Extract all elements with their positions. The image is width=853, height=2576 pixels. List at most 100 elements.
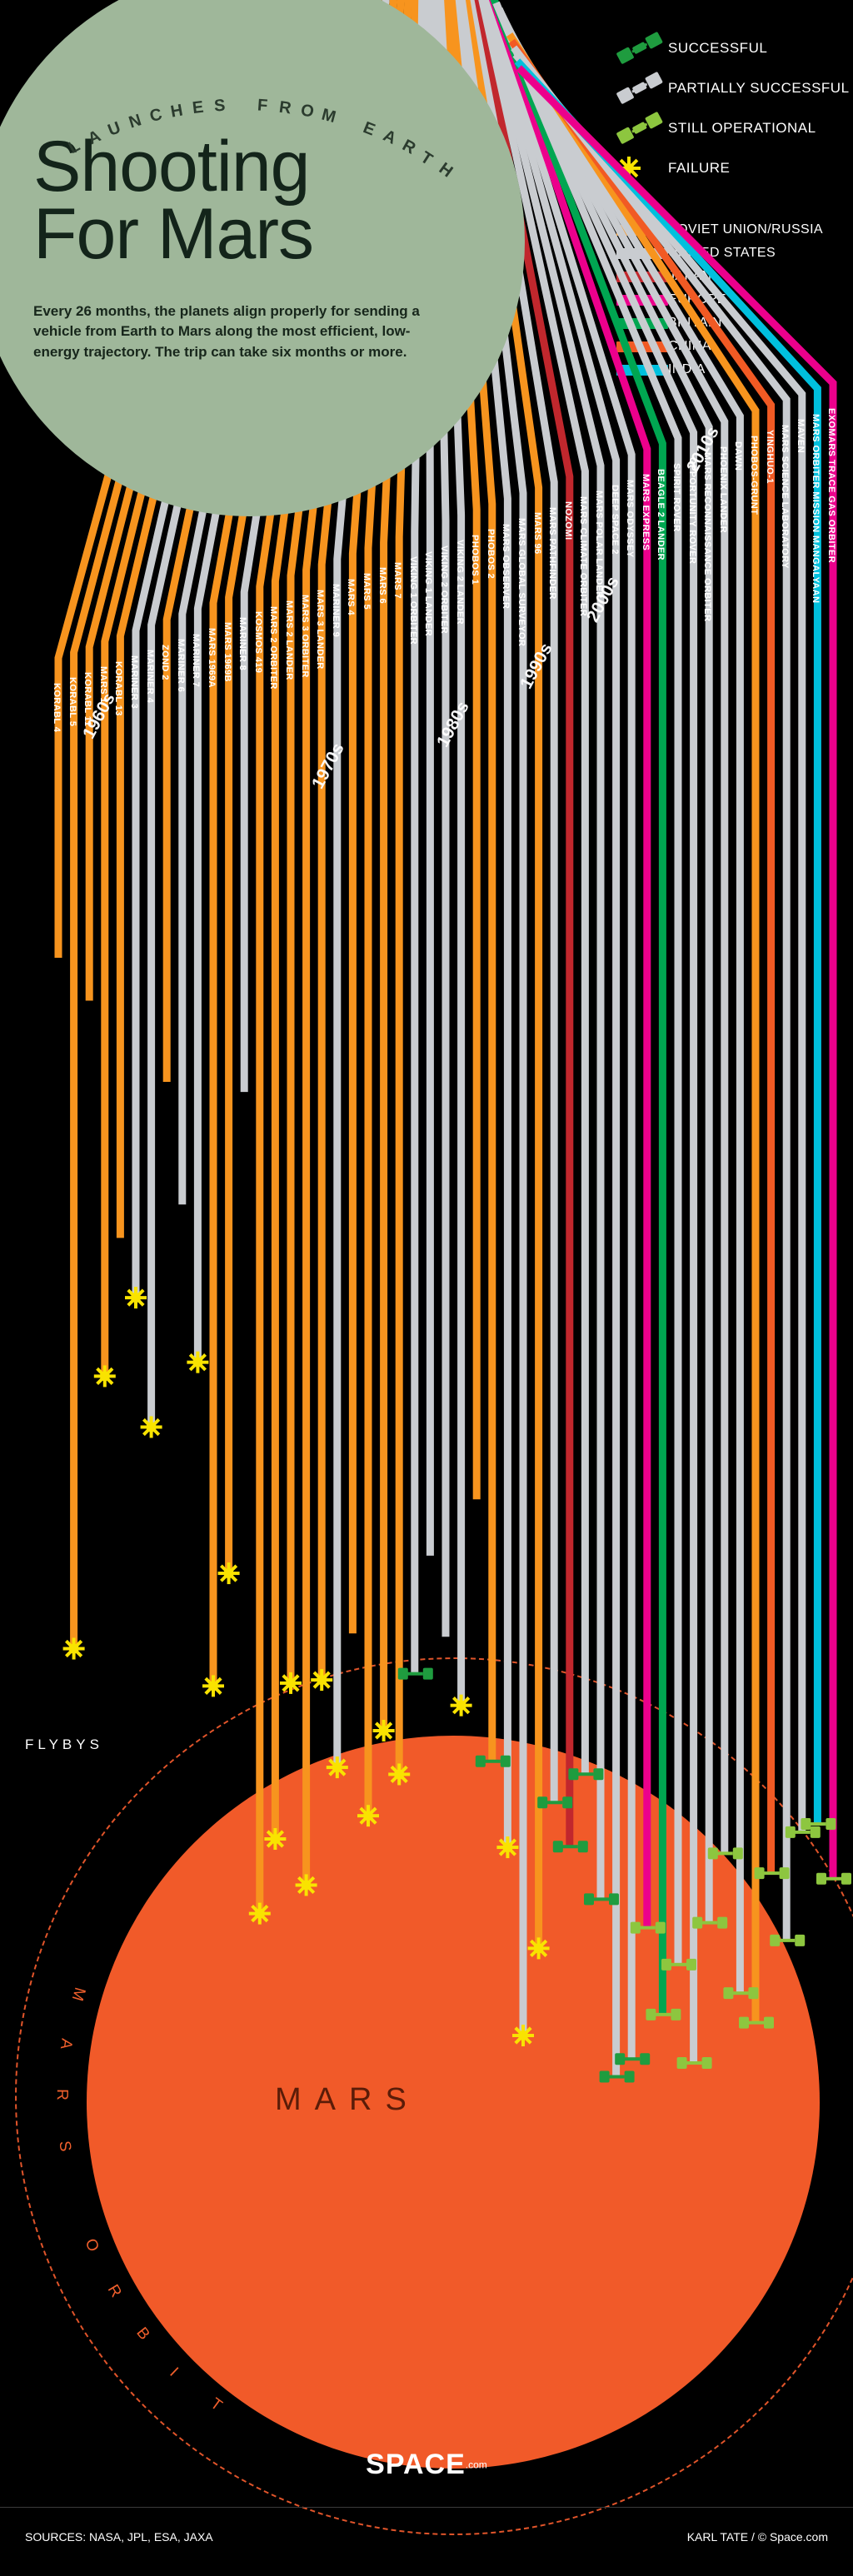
starburst-icon (140, 1416, 162, 1438)
mission-label: OPPORTUNITY ROVER (686, 457, 697, 565)
mission-label: MARINER 6 (175, 639, 186, 693)
mars-planet (87, 1736, 820, 2469)
mission-label: MARS RECONNAISSANCE ORBITER (702, 451, 713, 622)
satellite-icon (754, 1867, 790, 1880)
satellite-icon (475, 1755, 511, 1767)
starburst-icon (217, 1562, 240, 1585)
brand-suffix: .com (465, 2459, 487, 2471)
mission-line (481, 0, 605, 1900)
arc-letter: A (55, 2037, 76, 2054)
satellite-icon (568, 1768, 604, 1781)
mission-label: MARINER 3 (129, 655, 139, 710)
title-circle (0, 0, 525, 516)
mission-label: VIKING 2 ORBITER (439, 546, 449, 635)
arc-letter: S (55, 2140, 75, 2156)
legend-item-still-operational: STILL OPERATIONAL (616, 108, 850, 148)
mission-line (501, 19, 729, 1854)
arc-letter: M (67, 1985, 88, 2006)
legend-label: SUCCESSFUL (668, 40, 768, 56)
mission-line (478, 0, 589, 1775)
mission-label: KORABL 4 (52, 683, 62, 733)
satellite-icon (661, 1958, 696, 1971)
title-paragraph: Every 26 months, the planets align prope… (33, 302, 420, 360)
mission-label: BEAGLE 2 LANDER (656, 468, 666, 561)
starburst-icon (512, 2025, 534, 2047)
era-label: 2000s (583, 573, 623, 625)
mission-label: MARINER 9 (330, 584, 341, 638)
satellite-icon (739, 2016, 774, 2029)
starburst-icon (125, 1287, 147, 1309)
starburst-icon (187, 1351, 209, 1373)
satellite-icon (816, 1872, 851, 1885)
era-label: 1970s (308, 740, 348, 792)
page-title: Shooting For Mars (33, 131, 500, 270)
satellite-icon (537, 1796, 573, 1809)
satellite-icon (630, 1921, 666, 1934)
mission-line (492, 1, 682, 1965)
mission-label: MARS GLOBAL SURVEYOR (516, 518, 526, 647)
mission-label: MARINER 4 (144, 650, 155, 704)
starburst-icon (93, 1365, 116, 1388)
mission-line (506, 32, 760, 2023)
starburst-icon (372, 1720, 395, 1742)
starburst-icon (248, 1902, 271, 1925)
starburst-icon (496, 1836, 519, 1859)
mission-label: MARS 2 ORBITER (268, 605, 279, 690)
starburst-icon (280, 1672, 302, 1694)
flybys-label: FLYBYS (25, 1736, 103, 1752)
satellite-icon (801, 1818, 836, 1831)
legend-item-successful: SUCCESSFUL (616, 28, 850, 68)
mission-label: PHOBOS-GRUNT (749, 436, 759, 516)
satellite-icon (707, 1847, 743, 1860)
legend-label: PARTIALLY SUCCESSFUL (668, 80, 850, 96)
mission-label: VIKING 1 LANDER (423, 551, 434, 636)
mission-line (490, 0, 666, 2015)
legend-item-partially-successful: PARTIALLY SUCCESSFUL (616, 68, 850, 108)
mission-label: PHOBOS 2 (485, 529, 496, 580)
mission-label: MARINER 8 (237, 616, 248, 670)
mission-label: MAVEN (795, 419, 806, 454)
mission-label: ZOND 2 (160, 644, 171, 680)
mission-line (488, 0, 651, 1928)
mission-label: YINGHUO-1 (764, 430, 775, 485)
mission-line (484, 0, 621, 2077)
mission-label: MARS CLIMATE ORBITER (578, 496, 589, 616)
starburst-icon (388, 1763, 411, 1786)
mission-label: MARS OBSERVER (501, 523, 511, 609)
title-line-1: Shooting (33, 127, 311, 207)
mission-label: EXOMARS TRACE GAS ORBITER (826, 408, 836, 564)
mission-label: MARS ODYSSEY (625, 479, 636, 558)
satellite-icon (646, 2008, 681, 2020)
satellite-icon (785, 1826, 821, 1838)
legend-status: SUCCESSFUL PARTIALLY SUCCESSFUL (616, 28, 850, 188)
starburst-icon (450, 1694, 472, 1717)
mission-label: PHOBOS 1 (470, 534, 481, 585)
brand-logo: SPACE.com (0, 2449, 853, 2481)
mission-label: MARS 3 LANDER (315, 589, 326, 670)
arc-letter: R (52, 2089, 71, 2105)
satellite-icon (584, 1893, 619, 1906)
color-swatch (616, 364, 668, 376)
mission-label: MARS PATHFINDER (547, 506, 558, 600)
satellite-icon (723, 1987, 759, 2000)
mission-label: VIKING 2 LANDER (454, 540, 465, 625)
legend-label: STILL OPERATIONAL (668, 120, 816, 136)
mission-line (503, 26, 744, 1994)
starburst-icon (62, 1637, 85, 1660)
title-block: Shooting For Mars Every 26 months, the p… (33, 131, 500, 363)
brand-name: SPACE (366, 2449, 466, 2480)
mission-label: MARS 5 (362, 573, 372, 610)
satellite-icon (615, 2053, 651, 2065)
starburst-icon (264, 1828, 287, 1851)
mission-label: MARS EXPRESS (640, 474, 651, 551)
satellite-icon (770, 1934, 806, 1946)
mission-label: NOZOMI (562, 501, 573, 541)
satellite-icon (397, 1667, 433, 1680)
credit-text: KARL TATE / © Space.com (686, 2530, 828, 2544)
mission-line (498, 13, 713, 1923)
mission-line (516, 65, 837, 1879)
mission-label: MARS 3 ORBITER (299, 595, 310, 679)
